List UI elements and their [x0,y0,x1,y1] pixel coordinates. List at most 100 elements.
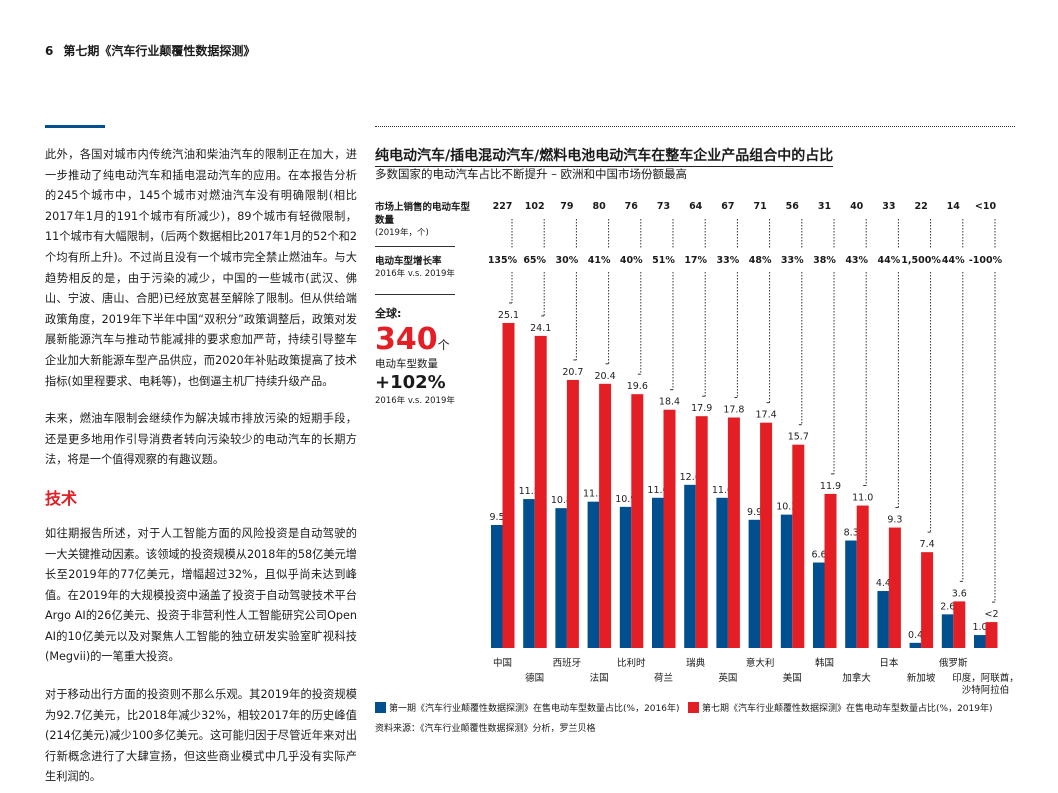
bar-value-label: 11.5 [519,486,540,497]
separator [375,246,455,247]
global-label: 全球: [375,307,402,320]
model-count: 79 [560,201,574,212]
x-axis-label: 英国 [718,673,738,684]
growth-rate: 65% [523,255,547,266]
x-axis-label: 瑞典 [686,658,706,669]
growth-rate: 1,500% [901,255,941,266]
bar-2019 [502,322,515,648]
bar-value-label: 11.6 [712,485,733,496]
model-count: 67 [721,201,735,212]
bar-2016 [845,540,857,648]
global-value: 340 [375,322,438,357]
bar-2019 [792,444,805,648]
growth-rate: 135% [487,255,518,266]
bar-2016 [684,484,696,648]
bar-value-label: 10.9 [615,494,636,505]
growth-rate: 51% [652,255,675,266]
bar-2016 [652,497,664,648]
x-axis-label: 印度，阿联酋， 沙特阿拉伯 [952,673,1019,696]
growth-rate: 33% [716,255,740,266]
bar-value-label: 4.4 [876,578,891,589]
growth-rate: 41% [587,255,611,266]
bar-2019 [888,527,901,648]
x-axis-label: 德国 [525,673,545,684]
bar-value-label: 24.1 [530,323,551,334]
model-count: <10 [974,201,997,212]
bar-2016 [909,642,922,648]
bar-2016 [941,614,954,648]
growth-rate: 30% [555,255,579,266]
model-count: 14 [946,201,960,212]
growth-label: 电动车型增长率 [375,256,442,267]
bar-value-label: 2.6 [940,601,955,612]
bar-2019 [824,493,837,648]
bar-2019 [953,601,966,648]
global-count: 340个 [375,323,450,362]
bar-value-label: 10.3 [776,502,797,513]
separator [375,294,455,295]
model-count: 80 [592,201,606,212]
bar-2016 [877,591,889,648]
x-axis-label: 荷兰 [653,673,674,684]
bar-value-label: 15.7 [788,432,809,443]
bar-value-label: 0.4 [908,630,923,641]
count-label: 市场上销售的电动车型数量 [375,202,471,226]
model-count: 227 [492,201,513,212]
bar-value-label: 19.6 [627,381,648,392]
legend-item-2019: 第七期《汽车行业颠覆性数据探测》在售电动车型数量占比(%，2019年) [688,701,992,714]
growth-rate: 33% [780,255,804,266]
growth-rate: 38% [813,255,836,266]
bar-2019 [760,422,773,648]
bar-value-label: 6.6 [811,550,826,561]
bar-value-label: 9.9 [747,507,762,518]
dotted-divider [375,126,1015,127]
growth-rate: 48% [748,255,772,266]
growth-rate: 40% [619,255,643,266]
bar-value-label: 25.1 [498,310,519,321]
bar-value-label: 10.8 [551,495,572,506]
legend-label: 第七期《汽车行业颠覆性数据探测》在售电动车型数量占比(%，2019年) [702,704,993,714]
bar-2016 [974,635,986,648]
bar-value-label: 7.4 [920,539,935,550]
model-count: 102 [524,201,545,212]
bar-2019 [695,416,708,648]
model-count: 40 [850,201,864,212]
growth-rate: 44% [877,255,901,266]
bar-2019 [631,394,644,648]
page-number: 6 [45,44,54,58]
x-axis-label: 中国 [492,658,513,669]
x-axis-label: 日本 [879,658,899,669]
legend-label: 第一期《汽车行业颠覆性数据探测》在售电动车型数量占比(%，2016年) [389,704,680,714]
global-growth-sub: 2016年 v.s. 2019年 [375,396,455,406]
model-count: 56 [785,201,799,212]
header-title: 第七期《汽车行业颠覆性数据探测》 [63,44,256,58]
bar-value-label: 20.4 [595,371,616,382]
bar-value-label: 12.6 [680,472,701,483]
global-count-label: 电动车型数量 [375,358,438,370]
bar-2016 [780,514,793,648]
x-axis-label: 比利时 [617,658,646,669]
bar-value-label: 9.5 [489,512,504,523]
chart-title: 纯电动汽车/插电混动汽车/燃料电池电动汽车在整车企业产品组合中的占比 [375,145,834,167]
growth-row-label: 电动车型增长率 2016年 v.s. 2019年 [375,255,455,281]
bar-2019 [566,379,579,648]
model-count: 73 [656,201,671,212]
count-row-label: 市场上销售的电动车型数量 (2019年，个) [375,201,475,240]
page-header: 6 第七期《汽车行业颠覆性数据探测》 [45,42,255,59]
bar-value-label: 8.3 [844,528,859,539]
bar-value-label: 11.3 [583,489,604,500]
model-count: 33 [882,201,896,212]
bar-2016 [587,501,600,648]
model-count: 71 [753,201,767,212]
global-growth: +102% [375,372,446,393]
bar-value-label: 1.0 [972,622,987,633]
global-unit: 个 [437,338,450,352]
source-note: 资料来源：《汽车行业颠覆性数据探测》分析，罗兰贝格 [375,724,596,734]
bar-2016 [716,497,728,648]
legend-swatch [375,702,386,713]
section-heading: 技术 [45,488,78,508]
model-count: 31 [817,201,832,212]
growth-sub: 2016年 v.s. 2019年 [375,269,455,279]
bar-2016 [748,519,761,648]
